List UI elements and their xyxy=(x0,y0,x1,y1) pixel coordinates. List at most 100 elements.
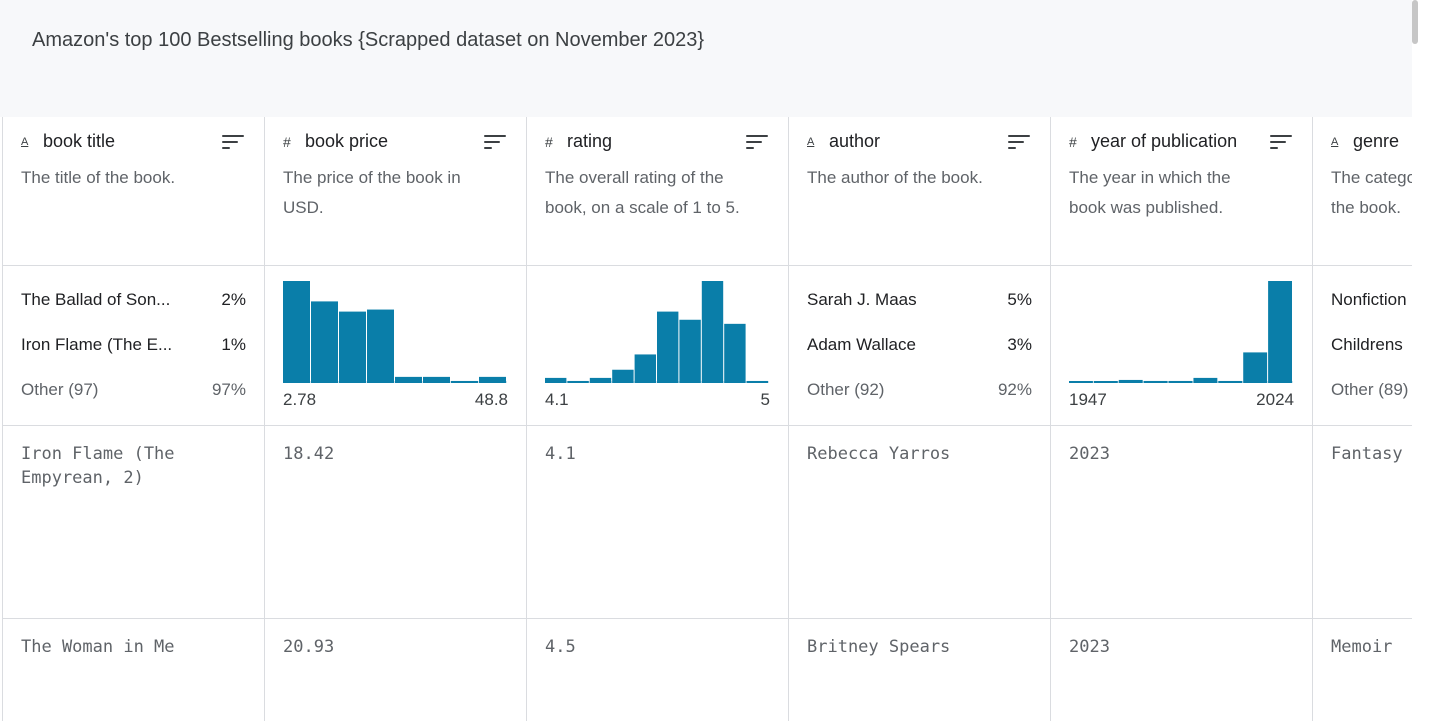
histogram-bar[interactable] xyxy=(367,309,394,383)
histogram-bar[interactable] xyxy=(1218,380,1243,383)
column-description: The title of the book. xyxy=(21,163,253,193)
category-percent: 1% xyxy=(221,335,246,354)
scrollbar-track[interactable] xyxy=(1412,0,1432,721)
table-cell[interactable]: 2023 xyxy=(1069,444,1110,464)
column-header[interactable]: # rating xyxy=(545,131,770,155)
histogram-min-label: 2.78 xyxy=(283,390,317,409)
category-top-value[interactable]: Adam Wallace 3% xyxy=(807,335,1032,357)
column-header[interactable]: # book price xyxy=(283,131,508,155)
row-divider xyxy=(2,618,1412,619)
category-top-value[interactable]: Sarah J. Maas 5% xyxy=(807,290,1032,312)
histogram[interactable] xyxy=(1069,279,1293,383)
category-percent: 5% xyxy=(1007,290,1032,309)
dataset-title: Amazon's top 100 Bestselling books {Scra… xyxy=(32,29,705,51)
table-cell[interactable]: Fantasy xyxy=(1331,444,1403,464)
category-label: Other (97) xyxy=(21,380,99,399)
table-cell[interactable]: Memoir xyxy=(1331,637,1393,657)
table-cell[interactable]: 4.5 xyxy=(545,637,576,657)
category-top-value[interactable]: The Ballad of Son... 2% xyxy=(21,290,246,312)
histogram-max-label: 2024 xyxy=(1256,390,1294,409)
histogram-bar[interactable] xyxy=(746,380,768,383)
histogram-bar[interactable] xyxy=(1168,380,1193,383)
column-header[interactable]: # year of publication xyxy=(1069,131,1294,155)
histogram-bar[interactable] xyxy=(451,380,478,383)
histogram-bar[interactable] xyxy=(1243,352,1268,383)
table-cell[interactable]: Iron Flame (The Empyrean, 2) xyxy=(21,444,175,488)
row-divider xyxy=(2,265,1412,266)
histogram-min-label: 4.1 xyxy=(545,390,569,409)
histogram-bar[interactable] xyxy=(339,311,366,383)
column-book-price: # book price The price of the book in USD. 2… xyxy=(264,117,526,721)
histogram-bar[interactable] xyxy=(1143,380,1168,383)
histogram-bar[interactable] xyxy=(701,281,724,383)
histogram-bar[interactable] xyxy=(657,311,679,383)
histogram-bar[interactable] xyxy=(545,377,567,383)
category-other[interactable]: Other (97) 97% xyxy=(21,380,246,402)
sort-icon[interactable] xyxy=(1008,135,1030,153)
histogram-bar[interactable] xyxy=(1069,381,1093,383)
histogram-bar[interactable] xyxy=(1193,377,1218,383)
histogram-bar[interactable] xyxy=(479,376,506,383)
column-description: The price of the book in USD. xyxy=(283,163,515,223)
description-line: book, on a scale of 1 to 5. xyxy=(545,198,740,217)
histogram-bar[interactable] xyxy=(679,319,701,383)
histogram-max-label: 48.8 xyxy=(474,390,508,409)
histogram-bar[interactable] xyxy=(283,281,310,383)
histogram-bar[interactable] xyxy=(634,354,656,383)
table-cell[interactable]: 2023 xyxy=(1069,637,1110,657)
column-name: genre xyxy=(1353,131,1400,151)
column-name: book title xyxy=(43,131,116,151)
histogram[interactable] xyxy=(283,279,507,383)
string-type-icon: A xyxy=(1331,136,1339,148)
histogram-bar[interactable] xyxy=(589,377,612,383)
table-cell[interactable]: Britney Spears xyxy=(807,637,951,657)
description-line: The year in which the xyxy=(1069,168,1231,187)
column-description: The category of the book. xyxy=(1331,163,1412,223)
category-label: The Ballad of Son... xyxy=(21,290,171,309)
histogram-bar[interactable] xyxy=(311,301,338,383)
table-cell[interactable]: Rebecca Yarros xyxy=(807,444,951,464)
category-other[interactable]: Other (92) 92% xyxy=(807,380,1032,402)
column-description: The author of the book. xyxy=(807,163,1039,193)
category-percent: 97% xyxy=(211,380,246,399)
histogram-bar[interactable] xyxy=(423,376,450,383)
description-line: book was published. xyxy=(1069,198,1224,217)
histogram-bar[interactable] xyxy=(395,376,422,383)
category-other[interactable]: Other (89) xyxy=(1331,380,1412,402)
scrollbar-thumb[interactable] xyxy=(1412,0,1418,44)
sort-icon[interactable] xyxy=(484,135,506,153)
category-label: Other (92) xyxy=(807,380,885,399)
category-top-value[interactable]: Childrens xyxy=(1331,335,1412,357)
sort-icon[interactable] xyxy=(222,135,244,153)
histogram-bar[interactable] xyxy=(1118,379,1143,383)
histogram-bar[interactable] xyxy=(1268,281,1292,383)
histogram-bar[interactable] xyxy=(724,323,746,383)
table-cell[interactable]: 18.42 xyxy=(283,444,335,464)
histogram-max-label: 5 xyxy=(760,390,770,409)
description-line: USD. xyxy=(283,198,324,217)
histogram-bar[interactable] xyxy=(1093,381,1118,383)
histogram-bar[interactable] xyxy=(612,369,634,383)
description-line: The category of xyxy=(1331,168,1412,187)
table-cell[interactable]: 4.1 xyxy=(545,444,576,464)
category-label: Adam Wallace xyxy=(807,335,916,354)
sort-icon[interactable] xyxy=(1270,135,1292,153)
table-cell[interactable]: The Woman in Me xyxy=(21,637,175,657)
column-name: rating xyxy=(567,131,613,151)
sort-icon[interactable] xyxy=(746,135,768,153)
description-line: the book. xyxy=(1331,198,1401,217)
category-top-value[interactable]: Iron Flame (The E... 1% xyxy=(21,335,246,357)
column-name: author xyxy=(829,131,881,151)
string-type-icon: A xyxy=(807,136,815,148)
histogram[interactable] xyxy=(545,279,769,383)
column-description: The year in which the book was published. xyxy=(1069,163,1301,223)
category-label: Iron Flame (The E... xyxy=(21,335,173,354)
histogram-bar[interactable] xyxy=(567,380,589,383)
category-top-value[interactable]: Nonfiction xyxy=(1331,290,1412,312)
string-type-icon: A xyxy=(21,136,29,148)
table-cell[interactable]: 20.93 xyxy=(283,637,335,657)
